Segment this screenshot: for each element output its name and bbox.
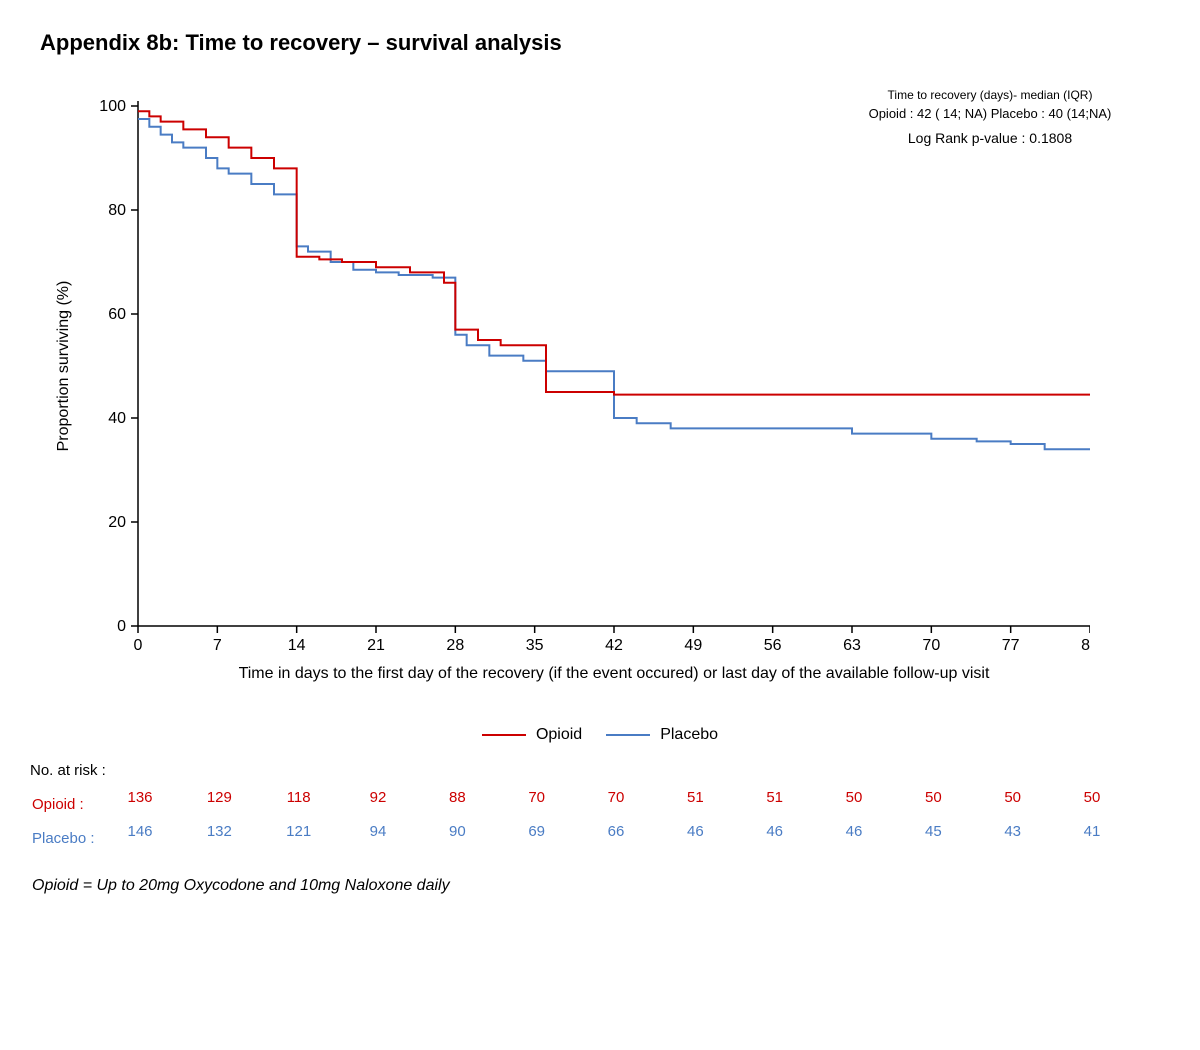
risk-cell: 94 [358, 823, 398, 840]
risk-cell: 129 [199, 789, 239, 806]
risk-series-name: Placebo : [30, 830, 110, 847]
risk-cell: 121 [279, 823, 319, 840]
svg-text:84: 84 [1081, 637, 1090, 654]
svg-text:Time in days to the first day: Time in days to the first day of the rec… [239, 665, 990, 682]
risk-cell: 92 [358, 789, 398, 806]
svg-text:21: 21 [367, 637, 385, 654]
risk-cell: 43 [993, 823, 1033, 840]
logrank-pvalue: Log Rank p-value : 0.1808 [860, 128, 1120, 149]
legend-label: Opioid [536, 726, 582, 744]
svg-text:77: 77 [1002, 637, 1020, 654]
risk-cell: 90 [437, 823, 477, 840]
svg-text:40: 40 [108, 410, 126, 427]
svg-text:49: 49 [684, 637, 702, 654]
risk-series-name: Opioid : [30, 796, 110, 813]
risk-cell: 70 [596, 789, 636, 806]
risk-cell: 51 [675, 789, 715, 806]
legend-item: Opioid [482, 726, 582, 744]
risk-cell: 136 [120, 789, 160, 806]
svg-text:28: 28 [446, 637, 464, 654]
legend-item: Placebo [606, 726, 718, 744]
risk-cell: 45 [913, 823, 953, 840]
risk-row: Opioid : 136 129 118 92 88 70 70 51 51 50 50 50 50 [30, 789, 1170, 813]
risk-cell: 66 [596, 823, 636, 840]
risk-cell: 41 [1072, 823, 1112, 840]
risk-table: No. at risk : Opioid : 136 129 118 92 88 70 70 5… [30, 762, 1170, 847]
risk-cell: 88 [437, 789, 477, 806]
risk-table-label: No. at risk : [30, 762, 1170, 779]
risk-values: 136 129 118 92 88 70 70 51 51 50 50 50 50 [110, 789, 1170, 809]
risk-cell: 118 [279, 789, 319, 806]
legend-swatch [606, 734, 650, 736]
risk-cell: 51 [755, 789, 795, 806]
svg-text:20: 20 [108, 514, 126, 531]
risk-cell: 70 [517, 789, 557, 806]
svg-text:63: 63 [843, 637, 861, 654]
svg-text:0: 0 [134, 637, 143, 654]
kaplan-meier-chart: 0 20 40 60 80 100 0 7 14 21 28 35 42 49 56 63 70 77 84 Prop… [30, 86, 1090, 706]
risk-cell: 46 [834, 823, 874, 840]
risk-values: 146 132 121 94 90 69 66 46 46 46 45 43 41 [110, 823, 1170, 843]
risk-cell: 146 [120, 823, 160, 840]
risk-cell: 50 [993, 789, 1033, 806]
svg-text:60: 60 [108, 306, 126, 323]
risk-cell: 46 [755, 823, 795, 840]
svg-text:0: 0 [117, 618, 126, 635]
risk-cell: 50 [834, 789, 874, 806]
svg-text:7: 7 [213, 637, 222, 654]
footnote: Opioid = Up to 20mg Oxycodone and 10mg N… [32, 877, 1170, 895]
risk-cell: 50 [913, 789, 953, 806]
median-iqr-values: Opioid : 42 ( 14; NA) Placebo : 40 (14;N… [860, 104, 1120, 124]
svg-text:Proportion surviving (%): Proportion surviving (%) [55, 281, 72, 452]
risk-cell: 50 [1072, 789, 1112, 806]
chart-container: 0 20 40 60 80 100 0 7 14 21 28 35 42 49 56 63 70 77 84 Prop… [30, 86, 1170, 711]
risk-row: Placebo : 146 132 121 94 90 69 66 46 46 46 45 43 41 [30, 823, 1170, 847]
risk-cell: 69 [517, 823, 557, 840]
svg-text:56: 56 [764, 637, 782, 654]
median-iqr-label: Time to recovery (days)- median (IQR) [860, 86, 1120, 104]
svg-text:100: 100 [99, 98, 126, 115]
svg-text:35: 35 [526, 637, 544, 654]
risk-cell: 46 [675, 823, 715, 840]
svg-text:80: 80 [108, 202, 126, 219]
legend-swatch [482, 734, 526, 736]
legend: Opioid Placebo [30, 723, 1170, 744]
risk-cell: 132 [199, 823, 239, 840]
stats-annotation: Time to recovery (days)- median (IQR) Op… [860, 86, 1120, 149]
svg-text:42: 42 [605, 637, 623, 654]
svg-text:70: 70 [922, 637, 940, 654]
page-title: Appendix 8b: Time to recovery – survival… [40, 30, 1170, 56]
svg-text:14: 14 [288, 637, 306, 654]
legend-label: Placebo [660, 726, 718, 744]
